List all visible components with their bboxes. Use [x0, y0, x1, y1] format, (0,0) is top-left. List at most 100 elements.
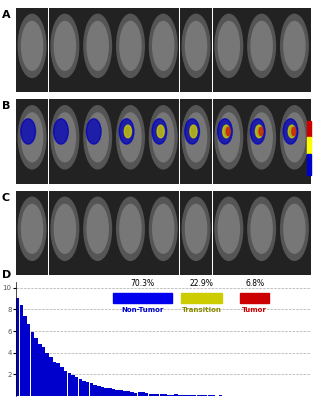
- Ellipse shape: [18, 106, 46, 169]
- Ellipse shape: [153, 22, 174, 70]
- Ellipse shape: [120, 204, 141, 253]
- Bar: [174, 394, 178, 396]
- Ellipse shape: [284, 113, 305, 162]
- Bar: [71, 376, 75, 396]
- Ellipse shape: [119, 119, 134, 144]
- Ellipse shape: [259, 127, 263, 136]
- Ellipse shape: [251, 113, 272, 162]
- Ellipse shape: [84, 14, 112, 78]
- Bar: [130, 392, 134, 396]
- FancyBboxPatch shape: [240, 293, 269, 303]
- Bar: [307, 137, 311, 154]
- Bar: [53, 362, 56, 396]
- Bar: [208, 395, 211, 396]
- Ellipse shape: [250, 119, 265, 144]
- Bar: [75, 377, 78, 396]
- Ellipse shape: [190, 125, 197, 138]
- Bar: [60, 367, 64, 396]
- Ellipse shape: [84, 197, 112, 260]
- Ellipse shape: [218, 22, 239, 70]
- Bar: [200, 395, 204, 396]
- Bar: [45, 353, 49, 396]
- Text: B: B: [2, 102, 10, 112]
- Bar: [23, 316, 27, 396]
- Bar: [138, 392, 141, 396]
- Text: 6.8%: 6.8%: [245, 279, 264, 288]
- Ellipse shape: [226, 127, 230, 136]
- Text: 22.9%: 22.9%: [190, 279, 214, 288]
- Ellipse shape: [124, 125, 132, 138]
- Ellipse shape: [120, 22, 141, 70]
- Ellipse shape: [117, 197, 144, 260]
- Ellipse shape: [218, 113, 239, 162]
- Ellipse shape: [87, 22, 108, 70]
- Bar: [123, 391, 126, 396]
- Bar: [193, 395, 196, 396]
- Ellipse shape: [120, 113, 141, 162]
- Ellipse shape: [256, 125, 262, 138]
- Ellipse shape: [22, 113, 42, 162]
- Bar: [31, 332, 34, 396]
- Bar: [38, 344, 42, 396]
- Bar: [64, 371, 67, 396]
- Text: Transition: Transition: [182, 307, 222, 313]
- Bar: [160, 394, 163, 396]
- Bar: [104, 388, 108, 396]
- Bar: [149, 394, 152, 396]
- Ellipse shape: [51, 106, 79, 169]
- Bar: [171, 395, 174, 396]
- Ellipse shape: [185, 22, 207, 70]
- Ellipse shape: [223, 125, 230, 138]
- Text: Non-Tumor: Non-Tumor: [121, 307, 164, 313]
- Ellipse shape: [284, 22, 305, 70]
- Bar: [145, 393, 148, 396]
- Bar: [211, 395, 215, 396]
- Ellipse shape: [218, 204, 239, 253]
- Ellipse shape: [182, 14, 210, 78]
- Bar: [112, 390, 115, 396]
- Bar: [189, 395, 193, 396]
- Ellipse shape: [117, 106, 144, 169]
- Ellipse shape: [153, 113, 174, 162]
- Ellipse shape: [87, 113, 108, 162]
- Ellipse shape: [251, 204, 272, 253]
- Bar: [27, 324, 30, 396]
- Ellipse shape: [248, 14, 275, 78]
- Ellipse shape: [149, 14, 177, 78]
- Ellipse shape: [281, 197, 308, 260]
- Ellipse shape: [18, 197, 46, 260]
- Ellipse shape: [248, 197, 275, 260]
- Ellipse shape: [185, 113, 207, 162]
- Bar: [108, 388, 112, 396]
- Ellipse shape: [215, 14, 243, 78]
- Ellipse shape: [182, 106, 210, 169]
- Bar: [68, 373, 71, 396]
- Bar: [185, 395, 189, 396]
- Ellipse shape: [292, 127, 296, 136]
- Ellipse shape: [185, 119, 199, 144]
- Text: 70.3%: 70.3%: [131, 279, 155, 288]
- Ellipse shape: [157, 125, 164, 138]
- Ellipse shape: [54, 204, 75, 253]
- Ellipse shape: [54, 22, 75, 70]
- Bar: [86, 382, 89, 396]
- Ellipse shape: [281, 106, 308, 169]
- Ellipse shape: [281, 14, 308, 78]
- Bar: [34, 338, 38, 396]
- Ellipse shape: [185, 204, 207, 253]
- Bar: [307, 120, 311, 137]
- Ellipse shape: [117, 14, 144, 78]
- Ellipse shape: [288, 125, 295, 138]
- Ellipse shape: [149, 106, 177, 169]
- Bar: [56, 363, 60, 396]
- Text: C: C: [2, 193, 10, 203]
- Bar: [204, 395, 207, 396]
- Text: D: D: [2, 270, 11, 280]
- Bar: [90, 384, 93, 396]
- Bar: [307, 154, 311, 175]
- Bar: [115, 390, 119, 396]
- Ellipse shape: [153, 204, 174, 253]
- Ellipse shape: [87, 119, 101, 144]
- Ellipse shape: [54, 113, 75, 162]
- Ellipse shape: [54, 119, 68, 144]
